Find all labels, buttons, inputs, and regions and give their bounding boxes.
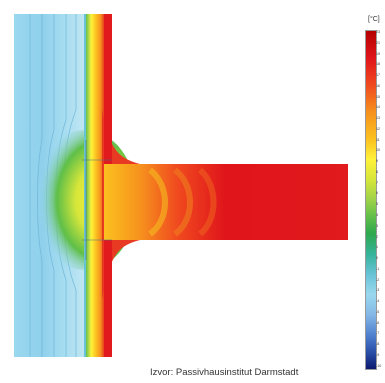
scale-label: 6 bbox=[376, 191, 378, 196]
scale-label: 14 bbox=[376, 105, 380, 110]
scale-label: 0 bbox=[376, 256, 378, 261]
scale-label: 4 bbox=[376, 213, 378, 218]
temperature-field-diagram bbox=[14, 14, 348, 357]
source-caption: Izvor: Passivhausinstitut Darmstadt bbox=[150, 367, 299, 378]
strip-blue-edge bbox=[84, 14, 86, 357]
scale-label: -4 bbox=[376, 299, 380, 304]
scale-label: 23 bbox=[376, 30, 380, 34]
temperature-color-scale bbox=[365, 30, 377, 370]
scale-label: 13 bbox=[376, 116, 380, 121]
scale-label: -7 bbox=[376, 331, 380, 336]
scale-label: 18 bbox=[376, 62, 380, 67]
inner-warm-edge bbox=[104, 14, 112, 164]
scale-label: 9 bbox=[376, 159, 378, 164]
scale-label: 10 bbox=[376, 148, 380, 153]
scale-label: 19 bbox=[376, 51, 380, 56]
scale-label: -9 bbox=[376, 352, 380, 357]
scale-label: -5 bbox=[376, 309, 380, 314]
scale-label: 11 bbox=[376, 137, 380, 142]
section-lines bbox=[82, 140, 112, 260]
scale-label: 5 bbox=[376, 202, 378, 207]
balcony-slab bbox=[104, 164, 348, 240]
scale-label: 7 bbox=[376, 180, 378, 185]
scale-label: 2 bbox=[376, 234, 378, 239]
scale-label: 3 bbox=[376, 223, 378, 228]
slab-isotherm-arcs bbox=[148, 167, 217, 237]
scale-label: 12 bbox=[376, 126, 380, 131]
scale-label: -3 bbox=[376, 288, 380, 293]
scale-label: 21 bbox=[376, 40, 380, 45]
scale-label: -2 bbox=[376, 277, 380, 282]
inner-warm-edge-lower bbox=[104, 240, 112, 357]
scale-label: 15 bbox=[376, 94, 380, 99]
scale-label: -10 bbox=[376, 363, 382, 368]
scale-label: -6 bbox=[376, 320, 380, 325]
scale-label: 8 bbox=[376, 169, 378, 174]
insulation-strip bbox=[84, 14, 106, 357]
scale-label: 16 bbox=[376, 83, 380, 88]
scale-label: 17 bbox=[376, 73, 380, 78]
scale-label: -1 bbox=[376, 266, 380, 271]
scale-label: 1 bbox=[376, 245, 378, 250]
scale-label: -8 bbox=[376, 342, 380, 347]
color-scale-labels: 23 21 19 18 17 16 15 14 13 12 11 10 9 8 … bbox=[376, 30, 385, 368]
scale-unit-label: [°C] bbox=[368, 16, 380, 23]
